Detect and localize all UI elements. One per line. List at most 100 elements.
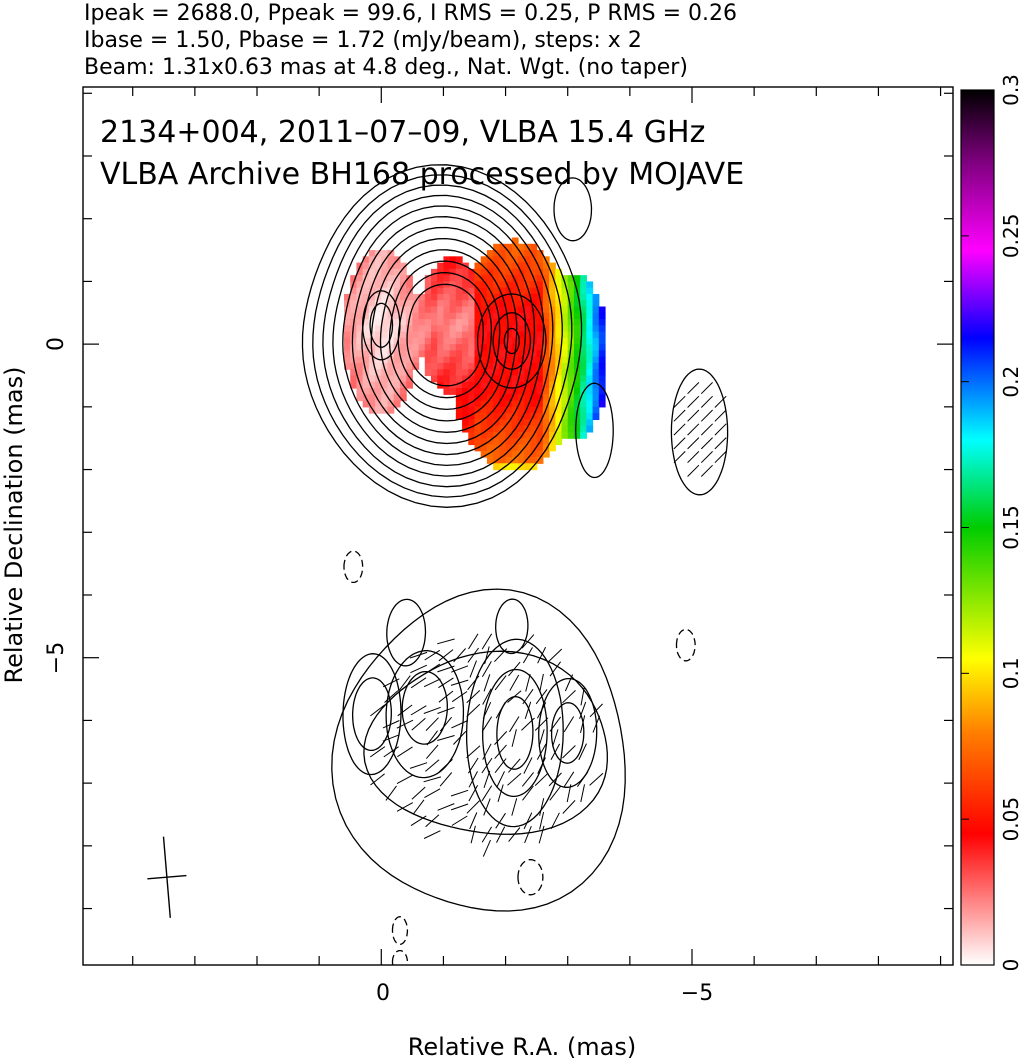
heatmap-cell [368, 394, 376, 402]
heatmap-cell [524, 312, 532, 320]
heatmap-cell [518, 256, 525, 264]
intensity-contours [301, 164, 729, 965]
heatmap-cell [530, 457, 538, 464]
heatmap-cell [542, 400, 550, 408]
heatmap-cell [412, 344, 420, 351]
heatmap-cell [424, 293, 432, 301]
polarized-contour [465, 638, 564, 828]
heatmap-cell [437, 319, 445, 326]
heatmap-cell [486, 381, 494, 389]
heatmap-cell [462, 375, 469, 383]
heatmap-cell [399, 325, 407, 333]
heatmap-cell [592, 369, 600, 377]
heatmap-cell [486, 375, 494, 383]
beam-minor-axis [147, 874, 187, 880]
heatmap-cell [586, 287, 594, 295]
evpa-tick [396, 774, 414, 785]
heatmap-cell [530, 394, 538, 402]
heatmap-cell [406, 331, 413, 339]
heatmap-cell [344, 337, 351, 345]
heatmap-cell [505, 369, 513, 377]
heatmap-cell [592, 381, 600, 389]
heatmap-cell [592, 375, 600, 383]
core-contour [369, 302, 394, 348]
evpa-tick [369, 746, 386, 758]
evpa-tick [563, 771, 575, 788]
heatmap-cell [393, 394, 401, 402]
heatmap-cell [561, 331, 569, 339]
evpa-tick [482, 743, 492, 760]
heatmap-cell [387, 356, 395, 364]
evpa-tick [410, 815, 427, 827]
evpa-tick [438, 649, 454, 662]
heatmap-cell [474, 281, 482, 289]
heatmap-cell [468, 287, 476, 295]
evpa-tick [562, 690, 576, 704]
heatmap-cell [518, 381, 525, 389]
heatmap-cell [362, 300, 370, 308]
heatmap-cell [449, 369, 457, 377]
heatmap-cell [586, 325, 594, 333]
heatmap-cell [381, 331, 389, 339]
heatmap-cell [505, 425, 513, 433]
heatmap-cell [344, 356, 351, 364]
heatmap-cell [580, 419, 587, 427]
heatmap-cell [362, 256, 370, 264]
heatmap-cell [518, 356, 525, 364]
heatmap-cell [580, 306, 587, 314]
heatmap-cell [493, 337, 500, 345]
evpa-tick [481, 757, 493, 774]
heatmap-cell [468, 413, 476, 420]
heatmap-cell [431, 375, 438, 383]
heatmap-cell [399, 306, 407, 314]
heatmap-cell [586, 356, 594, 364]
heatmap-cell [555, 400, 563, 408]
heatmap-cell [524, 331, 532, 339]
heatmap-cell [393, 319, 401, 326]
heatmap-cell [493, 450, 500, 458]
heatmap-cell [586, 300, 594, 308]
heatmap-cell [561, 287, 569, 295]
heatmap-cell [536, 319, 544, 326]
evpa-tick [382, 720, 400, 729]
evpa-tick [536, 702, 547, 719]
heatmap-cell [474, 268, 482, 276]
evpa-tick [524, 826, 532, 844]
heatmap-cell [455, 400, 463, 408]
heatmap-cell [592, 331, 600, 339]
heatmap-cell [493, 394, 500, 402]
heatmap-cell [455, 256, 463, 264]
heatmap-cell [524, 250, 532, 257]
heatmap-cell [567, 281, 575, 289]
heatmap-cell [449, 331, 457, 339]
evpa-tick [410, 664, 428, 674]
heatmap-cell [399, 369, 407, 377]
heatmap-cell [499, 250, 507, 257]
evpa-tick [450, 789, 469, 797]
x-axis-label: Relative R.A. (mas) [408, 1033, 636, 1061]
heatmap-cell [586, 388, 594, 395]
heatmap-cell [412, 325, 420, 333]
heatmap-cell [518, 369, 525, 377]
heatmap-cell [375, 400, 382, 408]
heatmap-cell [505, 312, 513, 320]
heatmap-cell [424, 275, 432, 283]
heatmap-cell [524, 406, 532, 414]
heatmap-cell [536, 256, 544, 264]
evpa-tick [550, 743, 561, 760]
heatmap-cell [549, 431, 556, 439]
evpa-tick [673, 437, 686, 450]
heatmap-cell [431, 344, 438, 351]
heatmap-cell [350, 362, 358, 370]
heatmap-cell [580, 406, 587, 414]
evpa-tick [370, 704, 386, 717]
intensity-contour [351, 216, 536, 456]
heatmap-cell [412, 293, 420, 301]
heatmap-cell [493, 400, 500, 408]
evpa-tick [424, 649, 441, 661]
colorbar-tick-label: 0.2 [999, 366, 1022, 398]
heatmap-cell [431, 306, 438, 314]
heatmap-cell [592, 400, 600, 408]
heatmap-cell [393, 344, 401, 351]
heatmap-cell [567, 350, 575, 358]
